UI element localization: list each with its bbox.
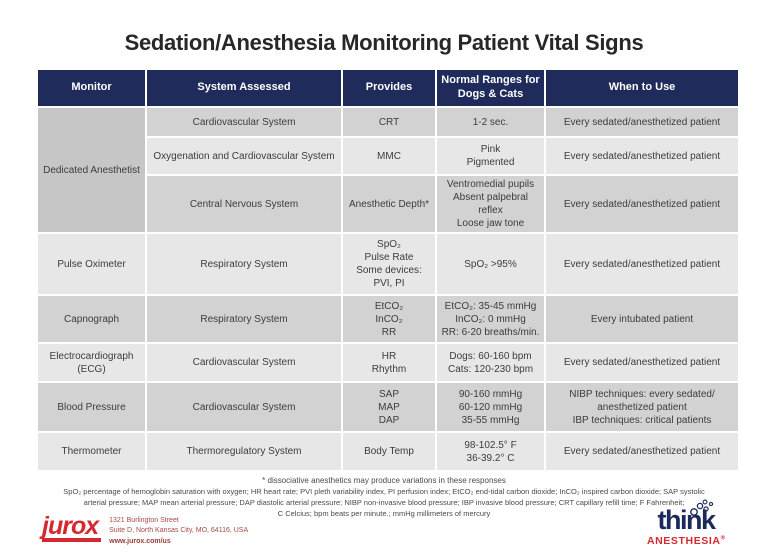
cell-system: Respiratory System <box>147 296 341 342</box>
cell-when: NIBP techniques: every sedated/ anesthet… <box>546 383 738 431</box>
cell-ranges: Ventromedial pupils Absent palpebral ref… <box>437 176 544 232</box>
table-header-row: Monitor System Assessed Provides Normal … <box>38 70 738 106</box>
cell-provides: EtCO₂ InCO₂ RR <box>343 296 435 342</box>
cell-monitor: Blood Pressure <box>38 383 145 431</box>
jurox-logo: jurox <box>42 513 102 542</box>
cell-system: Oxygenation and Cardiovascular System <box>147 138 341 174</box>
cell-provides: CRT <box>343 108 435 136</box>
cell-system: Respiratory System <box>147 234 341 294</box>
cell-ranges: EtCO₂: 35-45 mmHg InCO₂: 0 mmHg RR: 6-20… <box>437 296 544 342</box>
cell-ranges: SpO₂ >95% <box>437 234 544 294</box>
anesthesia-text: ANESTHESIA <box>646 535 721 547</box>
jurox-footer-block: jurox 1321 Burlington Street Suite D, No… <box>42 513 248 548</box>
table-row-capnograph: Capnograph Respiratory System EtCO₂ InCO… <box>38 296 738 342</box>
col-header-when-to-use: When to Use <box>546 70 738 106</box>
table-row-ecg: Electrocardiograph (ECG) Cardiovascular … <box>38 344 738 381</box>
col-header-normal-ranges: Normal Ranges for Dogs & Cats <box>437 70 544 106</box>
cell-ranges: Pink Pigmented <box>437 138 544 174</box>
molecule-bubbles-icon <box>689 499 713 516</box>
cell-provides: SAP MAP DAP <box>343 383 435 431</box>
cell-system: Cardiovascular System <box>147 383 341 431</box>
footnote-abbreviations: SpO₂ percentage of hemoglobin saturation… <box>63 487 705 518</box>
jurox-website: www.jurox.com/us <box>109 537 171 545</box>
cell-monitor-dedicated-anesthetist: Dedicated Anesthetist <box>38 108 145 232</box>
cell-when: Every intubated patient <box>546 296 738 342</box>
table-row-blood-pressure: Blood Pressure Cardiovascular System SAP… <box>38 383 738 431</box>
table-row-thermometer: Thermometer Thermoregulatory System Body… <box>38 433 738 470</box>
cell-ranges: Dogs: 60-160 bpm Cats: 120-230 bpm <box>437 344 544 381</box>
think-wordmark: think <box>658 499 716 534</box>
cell-when: Every sedated/anesthetized patient <box>546 433 738 470</box>
col-header-provides: Provides <box>343 70 435 106</box>
col-header-system-assessed: System Assessed <box>147 70 341 106</box>
cell-monitor: Electrocardiograph (ECG) <box>38 344 145 381</box>
col-header-monitor: Monitor <box>38 70 145 106</box>
registered-mark: ® <box>720 535 726 542</box>
vital-signs-table: Monitor System Assessed Provides Normal … <box>36 68 740 472</box>
cell-monitor: Thermometer <box>38 433 145 470</box>
cell-provides: Anesthetic Depth* <box>343 176 435 232</box>
cell-provides: Body Temp <box>343 433 435 470</box>
cell-when: Every sedated/anesthetized patient <box>546 138 738 174</box>
cell-system: Central Nervous System <box>147 176 341 232</box>
cell-ranges: 1-2 sec. <box>437 108 544 136</box>
cell-monitor: Capnograph <box>38 296 145 342</box>
cell-provides: HR Rhythm <box>343 344 435 381</box>
address-line-2: Suite D, North Kansas City, MO, 64116, U… <box>109 527 249 534</box>
table-row-cns: Central Nervous System Anesthetic Depth*… <box>38 176 738 232</box>
table-row-pulse-oximeter: Pulse Oximeter Respiratory System SpO₂ P… <box>38 234 738 294</box>
think-anesthesia-logo: think ANESTHESIA® <box>636 499 736 547</box>
cell-when: Every sedated/anesthetized patient <box>546 234 738 294</box>
page-title: Sedation/Anesthesia Monitoring Patient V… <box>124 30 644 55</box>
footnote-asterisk: * dissociative anesthetics may produce v… <box>262 476 506 485</box>
cell-system: Cardiovascular System <box>147 344 341 381</box>
cell-ranges: 98-102.5° F 36-39.2° C <box>437 433 544 470</box>
cell-when: Every sedated/anesthetized patient <box>546 108 738 136</box>
address-line-1: 1321 Burlington Street <box>109 516 179 524</box>
cell-monitor: Pulse Oximeter <box>38 234 145 294</box>
jurox-address: 1321 Burlington Street Suite D, North Ka… <box>109 516 248 548</box>
cell-when: Every sedated/anesthetized patient <box>546 176 738 232</box>
anesthesia-wordmark: ANESTHESIA® <box>636 535 736 547</box>
cell-when: Every sedated/anesthetized patient <box>546 344 738 381</box>
table-row-crt: Dedicated Anesthetist Cardiovascular Sys… <box>38 108 738 232</box>
cell-system: Thermoregulatory System <box>147 433 341 470</box>
cell-system: Cardiovascular System <box>147 108 341 136</box>
cell-provides: SpO₂ Pulse Rate Some devices: PVI, PI <box>343 234 435 294</box>
table-row-mmc: Oxygenation and Cardiovascular System MM… <box>38 138 738 174</box>
cell-provides: MMC <box>343 138 435 174</box>
cell-ranges: 90-160 mmHg 60-120 mmHg 35-55 mmHg <box>437 383 544 431</box>
footnotes: * dissociative anesthetics may produce v… <box>0 476 768 520</box>
